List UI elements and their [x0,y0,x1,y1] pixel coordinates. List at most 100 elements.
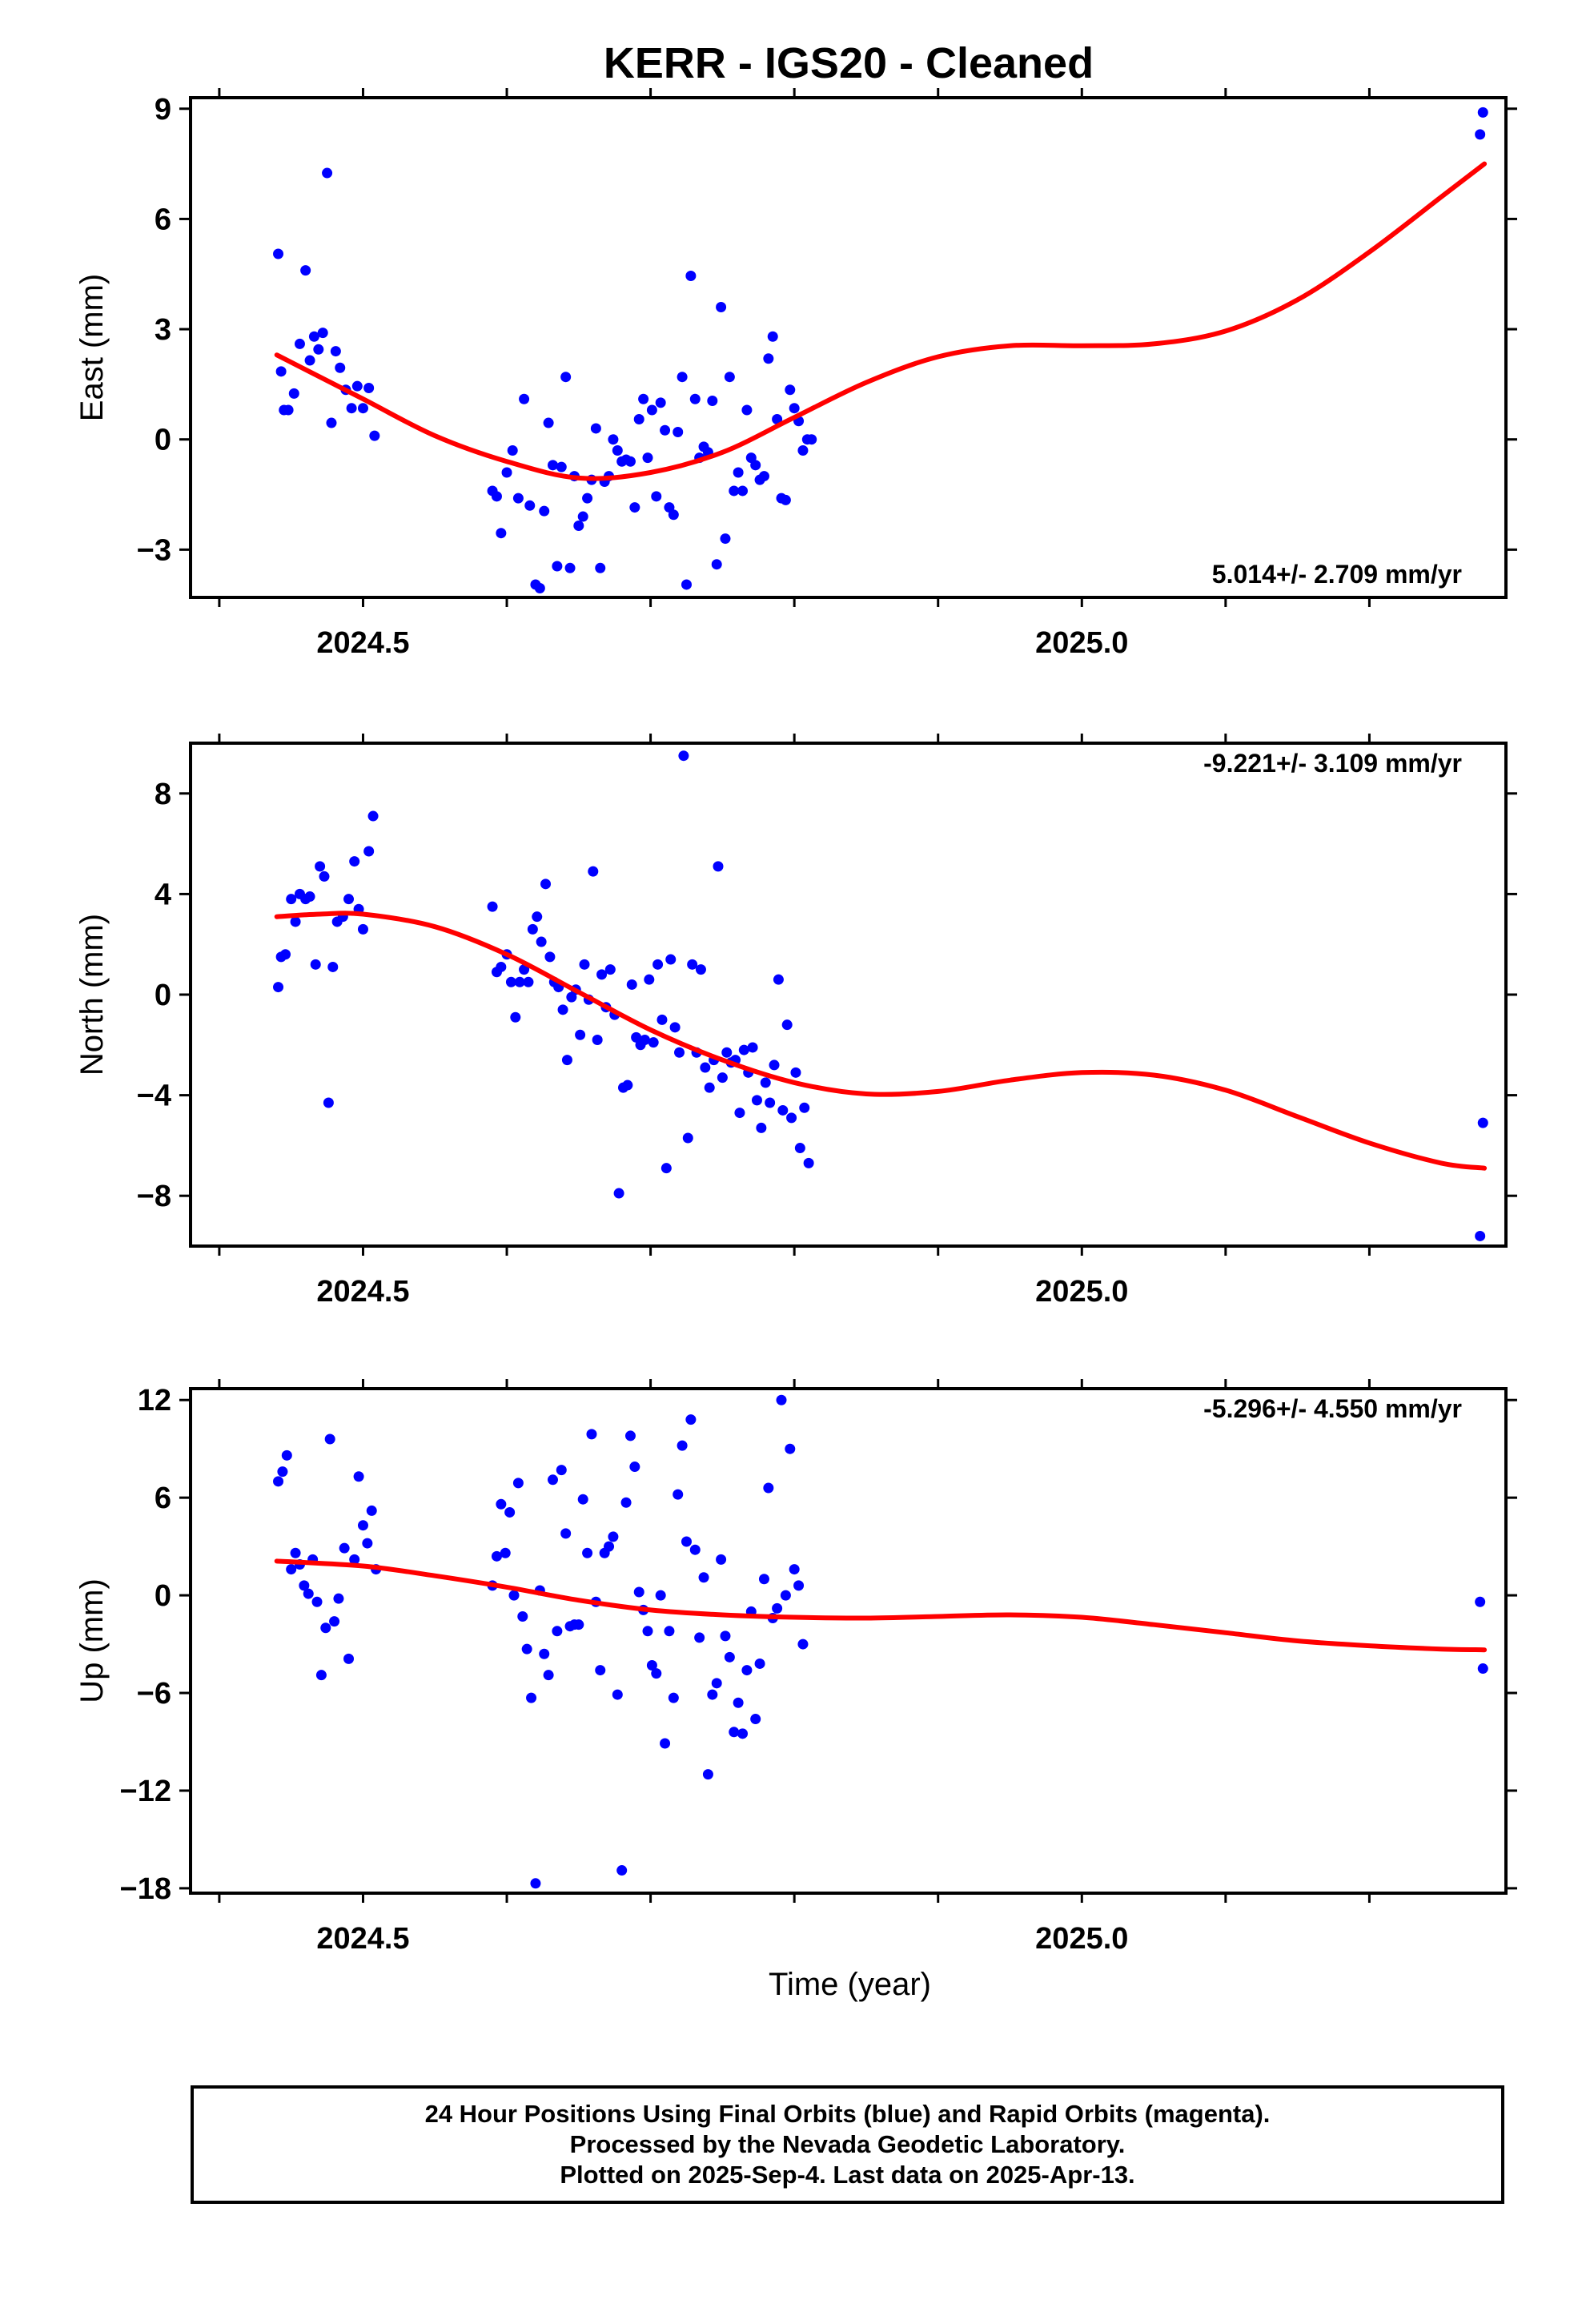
data-point [655,1590,666,1601]
rate-label-east: 5.014+/- 2.709 mm/yr [1212,560,1462,589]
data-point [608,434,619,445]
data-point [750,1714,761,1725]
data-point [629,1462,640,1473]
data-point [780,1590,791,1601]
footer-box: 24 Hour Positions Using Final Orbits (bl… [191,2085,1504,2204]
data-point [673,1489,684,1500]
data-point [315,861,326,872]
data-point [304,891,315,903]
data-point [786,1112,797,1124]
data-point [290,916,301,927]
data-point [273,1476,284,1487]
data-point [790,1067,801,1078]
data-point [556,1465,567,1476]
data-point [543,417,554,428]
data-point [668,1692,679,1703]
data-point [367,810,379,822]
y-tick-label: 6 [155,1482,171,1515]
data-point [491,1550,502,1562]
data-point [530,1878,541,1889]
data-point [317,328,328,339]
data-point [685,1414,697,1425]
data-point [789,1564,800,1575]
y-tick-label: −6 [137,1677,171,1711]
y-tick-label: −4 [137,1080,171,1113]
data-point [582,1547,593,1558]
data-point [760,1077,771,1088]
data-point [729,1727,740,1738]
data-point [510,1011,521,1023]
data-point [756,1122,767,1133]
data-point [523,976,534,987]
data-point [758,1574,769,1585]
data-point [661,1163,672,1174]
data-point [763,1482,774,1494]
y-axis-label-north: North (mm) [74,914,110,1076]
data-point [707,396,718,407]
x-tick-label: 2024.5 [316,626,409,660]
data-point [294,338,305,349]
panel-up: 2024.5 2025.0 −18 −12 −6 0 6 12 Up (mm) -5.296+/-… [74,1379,1517,2002]
data-point [514,976,525,987]
data-point [491,491,502,502]
data-point [351,380,363,392]
data-point [648,1037,659,1048]
data-point [288,388,299,399]
data-point [773,974,784,985]
data-point [747,1042,758,1053]
footer-line-3: Plotted on 2025-Sep-4. Last data on 2025… [560,2161,1135,2189]
data-point [646,404,657,416]
data-point [575,1029,586,1040]
data-point [303,1588,314,1599]
data-point [324,1433,335,1445]
data-point [711,559,722,570]
data-point [642,452,653,464]
data-point [275,366,287,377]
data-point [613,1188,624,1199]
data-point [711,1678,722,1689]
x-axis-label: Time (year) [769,1967,931,2002]
fit-curve-up [274,1558,1488,1653]
data-point [685,271,697,282]
data-point [582,493,593,504]
data-point [564,562,576,573]
data-point [797,444,809,456]
data-point [280,949,291,960]
fit-curve-east [274,161,1488,481]
data-point [273,982,284,993]
data-point [733,1697,744,1708]
data-point [566,991,577,1003]
data-point [724,1651,735,1663]
data-point [539,505,550,517]
data-point [781,1019,793,1031]
data-point [608,1531,619,1542]
data-point [363,382,375,393]
data-layer-up [273,1394,1488,1889]
data-point [590,423,601,434]
data-point [689,1544,701,1555]
data-point [777,1104,789,1116]
data-point [326,417,337,428]
x-tick-label: 2025.0 [1035,626,1128,660]
data-point [785,384,796,396]
data-point [698,1572,709,1583]
data-point [512,493,524,504]
data-point [707,1689,718,1700]
data-point [677,1440,688,1451]
data-point [689,393,701,404]
data-point [496,961,507,972]
data-point [604,1541,615,1552]
x-tick-label: 2025.0 [1035,1922,1128,1956]
data-layer-east [273,107,1488,594]
data-point [794,1143,805,1154]
data-point [339,1542,350,1554]
data-point [612,1689,623,1700]
data-point [803,1157,814,1168]
data-point [741,1665,753,1676]
data-point [573,1619,584,1630]
data-point [524,500,536,511]
y-tick-label: −18 [120,1872,171,1906]
data-point [763,353,774,364]
data-point [544,951,556,963]
